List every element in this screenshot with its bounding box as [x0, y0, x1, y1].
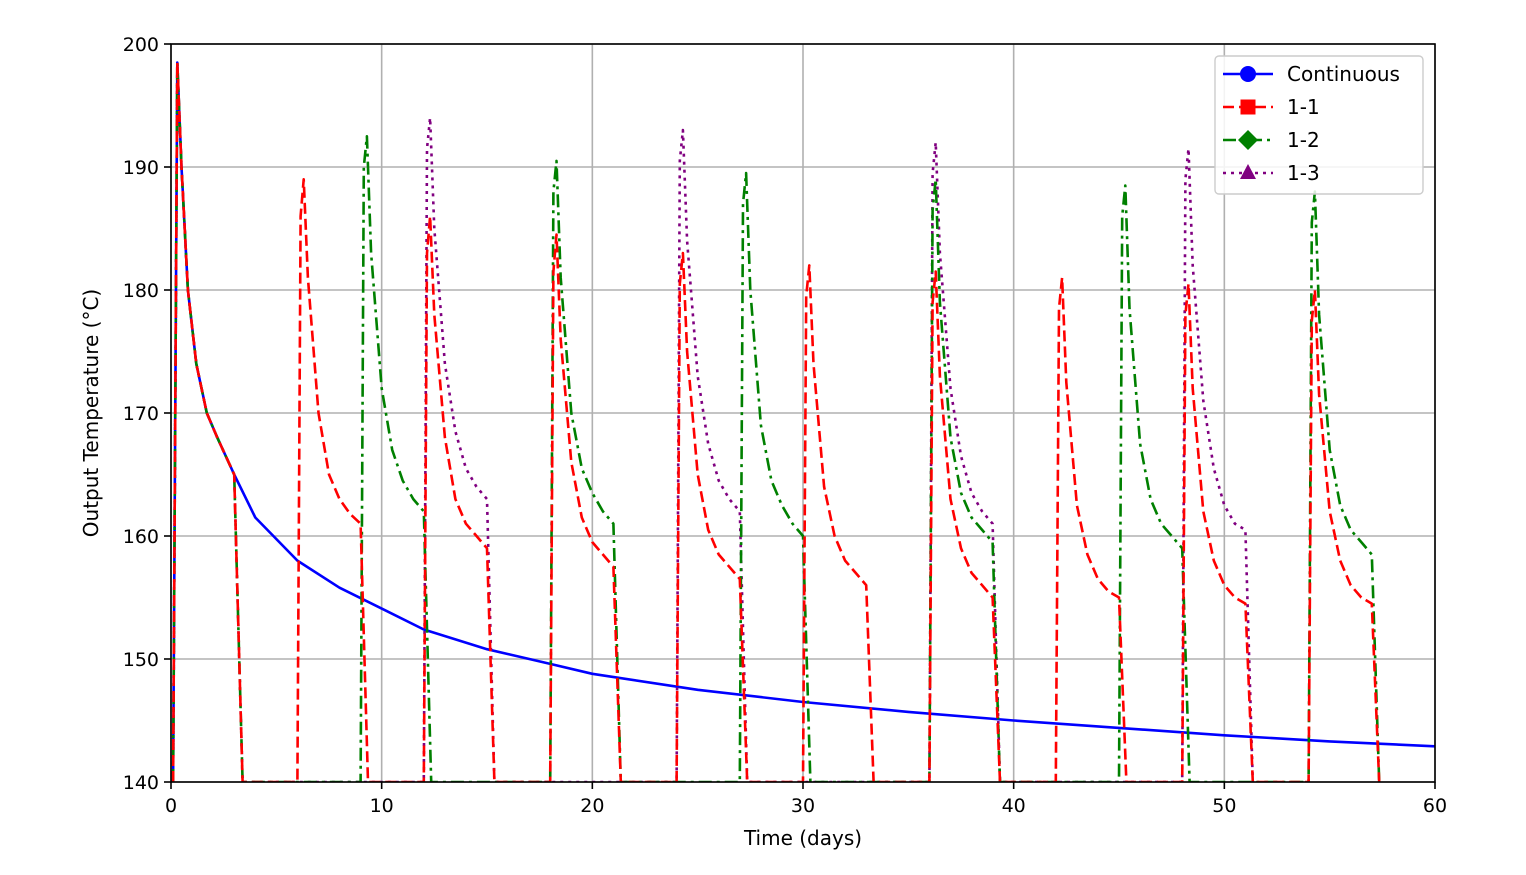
x-tick-label-6: 60 — [1423, 795, 1447, 817]
x-axis-label: Time (days) — [743, 826, 862, 850]
legend-entry-2: 1-2 — [1223, 128, 1320, 152]
legend-marker-1 — [1240, 99, 1256, 115]
y-tick-label-0: 140 — [123, 772, 159, 794]
legend: Continuous 1-1 1-2 1-3 — [1214, 55, 1424, 195]
y-tick-label-2: 160 — [123, 526, 159, 548]
x-tick-label-5: 50 — [1212, 795, 1236, 817]
x-tick-label-0: 0 — [165, 795, 177, 817]
legend-label-1: 1-1 — [1287, 95, 1320, 119]
x-tick-label-1: 10 — [370, 795, 394, 817]
legend-box — [1214, 55, 1424, 195]
legend-entry-0: Continuous — [1223, 62, 1400, 86]
series-line-1-1 — [171, 61, 1381, 782]
legend-marker-2 — [1238, 130, 1258, 150]
legend-entry-3: 1-3 — [1223, 161, 1320, 185]
y-tick-label-5: 190 — [123, 157, 159, 179]
series-line-1-2 — [171, 61, 1381, 782]
legend-label-0: Continuous — [1287, 62, 1400, 86]
legend-entry-1: 1-1 — [1223, 95, 1320, 119]
x-tick-label-3: 30 — [791, 795, 815, 817]
legend-marker-3 — [1240, 164, 1256, 179]
legend-label-2: 1-2 — [1287, 128, 1320, 152]
y-tick-label-6: 200 — [123, 34, 159, 56]
x-tick-label-4: 40 — [1002, 795, 1026, 817]
y-tick-label-1: 150 — [123, 649, 159, 671]
series-line-1-3 — [171, 61, 1255, 782]
y-tick-label-4: 180 — [123, 280, 159, 302]
series-lines — [171, 61, 1435, 782]
y-tick-label-3: 170 — [123, 403, 159, 425]
legend-marker-0 — [1240, 66, 1256, 82]
x-tick-label-2: 20 — [580, 795, 604, 817]
y-axis-label: Output Temperature (°C) — [79, 289, 103, 537]
axis-ticks: 0 10 20 30 40 50 60 140 150 160 170 180 190 200 — [123, 34, 1447, 817]
legend-label-3: 1-3 — [1287, 161, 1320, 185]
